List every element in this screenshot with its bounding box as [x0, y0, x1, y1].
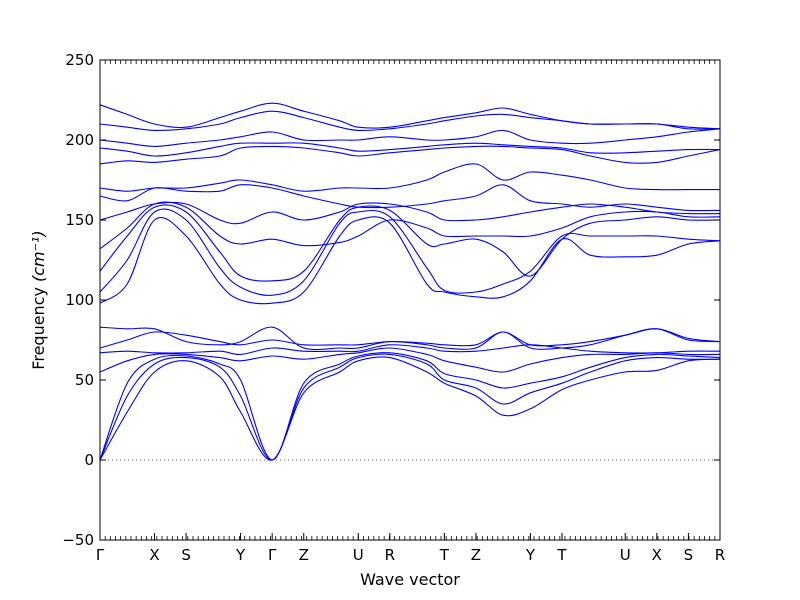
band-15 [99, 145, 721, 165]
y-tick-label: 50 [75, 371, 94, 389]
band-3 [99, 352, 721, 461]
y-tick-label: 200 [65, 131, 94, 149]
band-4 [99, 347, 721, 373]
y-axis-label-unit: (cm⁻¹) [29, 230, 48, 282]
x-tick-label: Z [471, 546, 481, 564]
band-lines [99, 102, 721, 461]
x-axis-label: Wave vector [360, 570, 460, 589]
y-tick-label: 0 [84, 451, 94, 469]
y-tick-label: 150 [65, 211, 94, 229]
band-2 [99, 353, 721, 461]
band-1 [99, 356, 721, 461]
x-tick-label: T [556, 546, 567, 564]
x-tick-label: Γ [96, 546, 105, 564]
y-tick-label: 100 [65, 291, 94, 309]
band-8 [99, 216, 721, 305]
y-axis-label-group: Frequency (cm⁻¹) [29, 230, 48, 369]
band-11 [99, 201, 721, 250]
x-tick-label: U [620, 546, 631, 564]
y-tick-label: −50 [62, 531, 94, 549]
x-tick-label: Y [235, 546, 246, 564]
band-17 [99, 128, 721, 147]
band-9 [99, 208, 721, 296]
x-tick-label: R [385, 546, 395, 564]
x-tick-label: R [715, 546, 725, 564]
plot-background [100, 60, 720, 540]
axes: −50 0 50 100 150 200 250 Γ X S Y Γ Z U R T Z Y T U X S R [62, 51, 725, 564]
band-5 [99, 344, 721, 355]
x-tick-label: X [149, 546, 159, 564]
y-tick-label: 250 [65, 51, 94, 69]
band-14 [99, 163, 720, 192]
band-10 [99, 204, 721, 282]
band-19 [99, 102, 721, 130]
x-tick-label: T [439, 546, 450, 564]
x-tick-label: Γ [268, 546, 277, 564]
y-axis-label-text: Frequency [29, 287, 48, 370]
x-tick-label: S [684, 546, 694, 564]
band-7 [99, 326, 721, 351]
plot-area [100, 60, 720, 540]
x-tick-label: S [181, 546, 191, 564]
band-13 [99, 184, 721, 212]
y-axis-label: Frequency (cm⁻¹) [29, 230, 48, 369]
x-tick-label: X [652, 546, 662, 564]
x-tick-label: U [353, 546, 364, 564]
band-16 [99, 142, 721, 157]
x-tick-label: Y [525, 546, 536, 564]
x-tick-label: Z [299, 546, 309, 564]
